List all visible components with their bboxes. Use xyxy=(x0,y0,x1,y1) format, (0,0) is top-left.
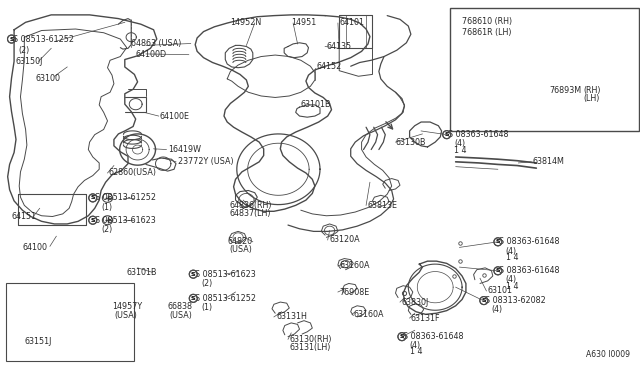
Text: 16419W: 16419W xyxy=(168,145,202,154)
Text: 64820: 64820 xyxy=(227,237,252,246)
Text: (USA): (USA) xyxy=(114,311,137,320)
Text: (2): (2) xyxy=(18,46,29,55)
Text: S: S xyxy=(444,132,449,137)
Text: 63131H: 63131H xyxy=(276,312,307,321)
Text: 63830J: 63830J xyxy=(402,298,429,307)
Text: 63131(LH): 63131(LH) xyxy=(289,343,331,352)
Text: S: S xyxy=(9,36,14,42)
Text: S: S xyxy=(399,334,404,339)
Text: 63120A: 63120A xyxy=(330,235,360,244)
Bar xyxy=(6,283,134,361)
Text: S: S xyxy=(444,132,449,137)
Text: 64101: 64101 xyxy=(339,18,364,27)
Text: 64100: 64100 xyxy=(22,243,47,252)
Text: S: S xyxy=(90,195,95,201)
Text: 768610 (RH): 768610 (RH) xyxy=(462,17,512,26)
Text: S 08363-61648: S 08363-61648 xyxy=(499,237,560,246)
Text: S: S xyxy=(191,272,196,277)
Text: 63160A: 63160A xyxy=(339,262,370,270)
Text: 64863 (USA): 64863 (USA) xyxy=(131,39,182,48)
Text: 63151J: 63151J xyxy=(24,337,52,346)
Text: 23772Y (USA): 23772Y (USA) xyxy=(178,157,234,166)
Text: (USA): (USA) xyxy=(170,311,193,320)
Text: 63101: 63101 xyxy=(488,286,513,295)
Text: 64100D: 64100D xyxy=(136,50,167,59)
Text: 63101B: 63101B xyxy=(301,100,332,109)
Text: S 08513-61623: S 08513-61623 xyxy=(195,270,256,279)
Text: 63101B: 63101B xyxy=(127,268,157,277)
Text: 14952N: 14952N xyxy=(230,18,262,27)
Text: 63131F: 63131F xyxy=(411,314,440,323)
Bar xyxy=(450,8,639,131)
Text: (LH): (LH) xyxy=(584,94,600,103)
Text: 1 4: 1 4 xyxy=(410,347,422,356)
Text: S 08513-61623: S 08513-61623 xyxy=(95,216,156,225)
Text: S 08363-61648: S 08363-61648 xyxy=(448,130,509,139)
Text: A630 I0009: A630 I0009 xyxy=(586,350,630,359)
Text: S: S xyxy=(90,218,95,223)
Text: S 08363-61648: S 08363-61648 xyxy=(403,332,464,341)
Text: 1 4: 1 4 xyxy=(506,253,518,262)
Text: S: S xyxy=(399,334,404,339)
Text: S: S xyxy=(90,218,95,223)
Text: S: S xyxy=(495,239,500,244)
Text: 64837(LH): 64837(LH) xyxy=(229,209,271,218)
Text: (4): (4) xyxy=(410,341,420,350)
Text: 76861R (LH): 76861R (LH) xyxy=(462,28,511,37)
Text: S 08513-61252: S 08513-61252 xyxy=(13,35,74,44)
Text: 64152: 64152 xyxy=(317,62,342,71)
Text: 76908E: 76908E xyxy=(339,288,369,296)
Text: 1 4: 1 4 xyxy=(454,146,467,155)
Text: (1): (1) xyxy=(101,203,112,212)
Text: S: S xyxy=(191,296,196,301)
Text: (1): (1) xyxy=(202,303,212,312)
Text: S 08363-61648: S 08363-61648 xyxy=(499,266,560,275)
Text: 66838: 66838 xyxy=(168,302,193,311)
Text: 76893M: 76893M xyxy=(549,86,581,94)
Text: 1 4: 1 4 xyxy=(506,282,518,291)
Text: S: S xyxy=(495,268,500,273)
Text: (4): (4) xyxy=(506,275,516,284)
Text: 64100E: 64100E xyxy=(160,112,190,121)
Text: 63150J: 63150J xyxy=(16,57,44,66)
Text: 63160A: 63160A xyxy=(353,310,384,319)
Text: S: S xyxy=(495,268,500,273)
Text: 63814M: 63814M xyxy=(532,157,564,166)
Text: 14957Y: 14957Y xyxy=(112,302,142,311)
Text: S: S xyxy=(191,272,196,277)
Text: S: S xyxy=(481,298,486,303)
Text: S: S xyxy=(90,195,95,201)
Text: 64836(RH): 64836(RH) xyxy=(229,201,271,210)
Text: (2): (2) xyxy=(202,279,213,288)
Text: S 08513-61252: S 08513-61252 xyxy=(95,193,156,202)
Text: 63100: 63100 xyxy=(35,74,60,83)
Text: 63813E: 63813E xyxy=(368,201,398,210)
Text: S: S xyxy=(191,296,196,301)
Text: S: S xyxy=(481,298,486,303)
Text: 62860(USA): 62860(USA) xyxy=(109,169,157,177)
Text: (4): (4) xyxy=(454,140,465,148)
Text: (4): (4) xyxy=(506,247,516,256)
Text: S 08513-61252: S 08513-61252 xyxy=(195,294,256,303)
Text: S: S xyxy=(9,36,14,42)
Text: 63130(RH): 63130(RH) xyxy=(289,335,332,344)
Text: 64135: 64135 xyxy=(326,42,351,51)
Text: (4): (4) xyxy=(492,305,502,314)
Text: (RH): (RH) xyxy=(584,86,601,94)
Text: 14951: 14951 xyxy=(291,18,316,27)
Text: (USA): (USA) xyxy=(229,246,252,254)
Text: 64151: 64151 xyxy=(12,212,36,221)
Text: 63130B: 63130B xyxy=(396,138,426,147)
Text: S 08313-62082: S 08313-62082 xyxy=(485,296,546,305)
Text: (2): (2) xyxy=(101,225,113,234)
Text: S: S xyxy=(495,239,500,244)
